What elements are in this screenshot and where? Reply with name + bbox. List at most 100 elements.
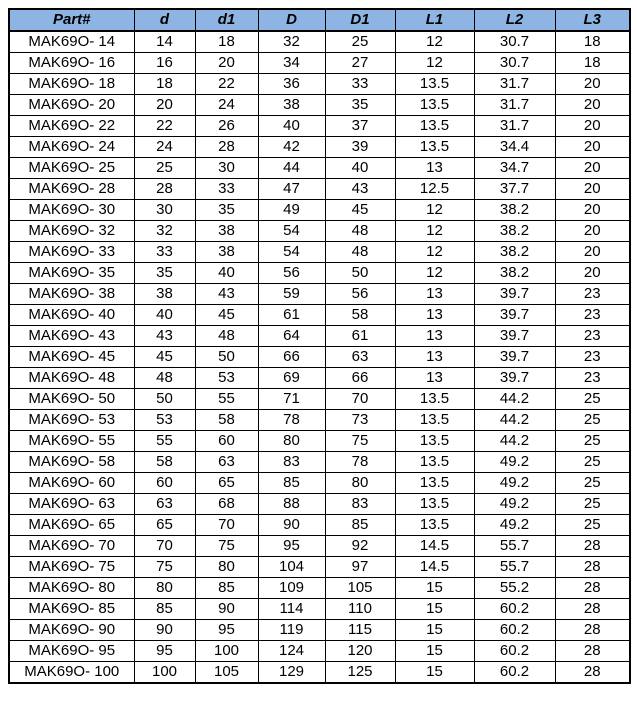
header-row: Part# d d1 D D1 L1 L2 L3 (8, 8, 631, 32)
dimension-value-cell: 24 (194, 94, 259, 116)
dimension-value-cell: 80 (133, 577, 196, 599)
table-row: MAK69O- 24 24 28 42 39 13.5 34.4 20 (8, 136, 631, 158)
dimension-value-cell: 13.5 (394, 409, 475, 431)
dimension-value-cell: 30.7 (473, 52, 556, 74)
dimension-value-cell: 110 (324, 598, 396, 620)
table-row: MAK69O- 53 53 58 78 73 13.5 44.2 25 (8, 409, 631, 431)
dimension-value-cell: 44.2 (473, 409, 556, 431)
part-number-cell: MAK69O- 40 (8, 304, 135, 326)
dimension-value-cell: 90 (194, 598, 259, 620)
dimension-value-cell: 38.2 (473, 220, 556, 242)
dimension-value-cell: 78 (324, 451, 396, 473)
dimension-value-cell: 75 (324, 430, 396, 452)
part-number-cell: MAK69O- 18 (8, 73, 135, 95)
dimension-value-cell: 38 (133, 283, 196, 305)
dimension-value-cell: 73 (324, 409, 396, 431)
dimension-value-cell: 12 (394, 262, 475, 284)
part-number-cell: MAK69O- 65 (8, 514, 135, 536)
dimension-value-cell: 28 (554, 577, 631, 599)
dimension-value-cell: 20 (194, 52, 259, 74)
dimension-value-cell: 60.2 (473, 598, 556, 620)
dimension-value-cell: 13.5 (394, 451, 475, 473)
dimension-value-cell: 12 (394, 199, 475, 221)
dimension-value-cell: 80 (257, 430, 326, 452)
dimension-value-cell: 53 (194, 367, 259, 389)
part-number-cell: MAK69O- 28 (8, 178, 135, 200)
dimension-value-cell: 12 (394, 220, 475, 242)
dimension-value-cell: 54 (257, 220, 326, 242)
table-row: MAK69O- 90 90 95 119 115 15 60.2 28 (8, 619, 631, 641)
dimension-value-cell: 125 (324, 661, 396, 684)
dimension-value-cell: 49.2 (473, 493, 556, 515)
dimension-value-cell: 13.5 (394, 514, 475, 536)
dimension-value-cell: 58 (194, 409, 259, 431)
dimension-value-cell: 43 (133, 325, 196, 347)
dimension-value-cell: 120 (324, 640, 396, 662)
dimension-value-cell: 23 (554, 367, 631, 389)
dimension-value-cell: 13.5 (394, 115, 475, 137)
table-row: MAK69O- 32 32 38 54 48 12 38.2 20 (8, 220, 631, 242)
dimension-value-cell: 15 (394, 598, 475, 620)
dimension-value-cell: 48 (194, 325, 259, 347)
part-number-cell: MAK69O- 53 (8, 409, 135, 431)
dimension-value-cell: 36 (257, 73, 326, 95)
dimension-value-cell: 63 (133, 493, 196, 515)
dimension-value-cell: 39.7 (473, 367, 556, 389)
dimension-value-cell: 28 (554, 661, 631, 684)
dimension-value-cell: 66 (257, 346, 326, 368)
dimension-value-cell: 30 (133, 199, 196, 221)
dimension-value-cell: 60.2 (473, 640, 556, 662)
dimension-value-cell: 25 (554, 430, 631, 452)
dimension-value-cell: 28 (554, 598, 631, 620)
dimension-value-cell: 20 (554, 94, 631, 116)
column-header-L2: L2 (473, 8, 556, 32)
dimension-value-cell: 49.2 (473, 472, 556, 494)
dimension-value-cell: 70 (133, 535, 196, 557)
part-number-cell: MAK69O- 35 (8, 262, 135, 284)
dimension-value-cell: 32 (257, 30, 326, 53)
dimension-value-cell: 12 (394, 52, 475, 74)
part-number-cell: MAK69O- 50 (8, 388, 135, 410)
dimension-value-cell: 59 (257, 283, 326, 305)
dimension-value-cell: 60.2 (473, 619, 556, 641)
table-row: MAK69O- 60 60 65 85 80 13.5 49.2 25 (8, 472, 631, 494)
dimension-value-cell: 56 (257, 262, 326, 284)
dimension-value-cell: 83 (324, 493, 396, 515)
dimension-value-cell: 30.7 (473, 30, 556, 53)
dimension-value-cell: 45 (194, 304, 259, 326)
dimension-value-cell: 20 (554, 241, 631, 263)
dimension-value-cell: 37 (324, 115, 396, 137)
table-row: MAK69O- 48 48 53 69 66 13 39.7 23 (8, 367, 631, 389)
dimension-value-cell: 34.4 (473, 136, 556, 158)
dimension-value-cell: 55 (194, 388, 259, 410)
dimension-value-cell: 25 (324, 30, 396, 53)
dimension-value-cell: 13 (394, 157, 475, 179)
dimension-value-cell: 32 (133, 220, 196, 242)
dimension-value-cell: 25 (554, 493, 631, 515)
dimension-value-cell: 55 (133, 430, 196, 452)
dimension-value-cell: 75 (133, 556, 196, 578)
dimension-value-cell: 70 (194, 514, 259, 536)
parts-dimensions-table: Part# d d1 D D1 L1 L2 L3 MAK69O- 14 14 18 3… (8, 8, 631, 684)
dimension-value-cell: 20 (554, 136, 631, 158)
dimension-value-cell: 105 (194, 661, 259, 684)
table-body: MAK69O- 14 14 18 32 25 12 30.7 18 MAK69O- 16 16 20… (8, 30, 631, 684)
table-row: MAK69O- 25 25 30 44 40 13 34.7 20 (8, 157, 631, 179)
dimension-value-cell: 66 (324, 367, 396, 389)
dimension-value-cell: 92 (324, 535, 396, 557)
dimension-value-cell: 13 (394, 304, 475, 326)
dimension-value-cell: 30 (194, 157, 259, 179)
dimension-value-cell: 43 (194, 283, 259, 305)
dimension-value-cell: 129 (257, 661, 326, 684)
dimension-value-cell: 14.5 (394, 556, 475, 578)
dimension-value-cell: 105 (324, 577, 396, 599)
dimension-value-cell: 75 (194, 535, 259, 557)
dimension-value-cell: 33 (133, 241, 196, 263)
table-row: MAK69O- 85 85 90 114 110 15 60.2 28 (8, 598, 631, 620)
table-row: MAK69O- 70 70 75 95 92 14.5 55.7 28 (8, 535, 631, 557)
dimension-value-cell: 20 (554, 73, 631, 95)
table-row: MAK69O- 75 75 80 104 97 14.5 55.7 28 (8, 556, 631, 578)
column-header-part-number: Part# (8, 8, 135, 32)
dimension-value-cell: 14 (133, 30, 196, 53)
dimension-value-cell: 25 (554, 409, 631, 431)
